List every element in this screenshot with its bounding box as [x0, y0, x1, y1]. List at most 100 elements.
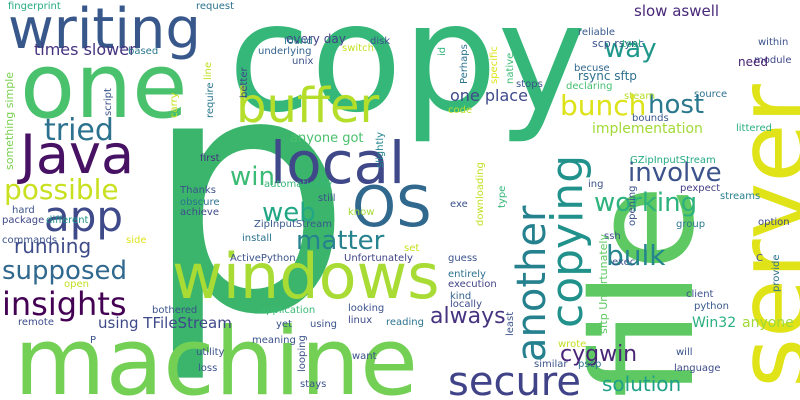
word-bounds: bounds [632, 113, 669, 124]
word-similar: similar [534, 359, 568, 370]
word-within: within [758, 37, 789, 48]
word-java: Java [20, 123, 135, 186]
word-ssh: ssh [604, 231, 621, 242]
word-know: know [348, 207, 375, 218]
word-c: C [756, 253, 763, 264]
word-littered: littered [736, 123, 772, 134]
word-looking: looking [348, 303, 385, 314]
word-unix: unix [292, 56, 314, 67]
word-machine: machine [14, 308, 418, 400]
word-exec: exec [612, 257, 636, 268]
word-web: web [262, 198, 316, 228]
word-win32: Win32 [692, 315, 737, 331]
word-underlying: underlying [258, 46, 312, 57]
word-opening: opening [627, 185, 638, 226]
word-pexpect: pexpect [680, 183, 721, 194]
word-one-place: one place [450, 86, 528, 105]
word-exe: exe [450, 199, 468, 210]
word-local: local [270, 129, 406, 197]
word-windows: windows [172, 240, 440, 313]
word-will: will [676, 347, 693, 358]
word-insights: insights [2, 285, 127, 323]
word-using-tfilestream: using TFileStream [98, 314, 232, 332]
word-unfortunately: Unfortunately [344, 253, 413, 264]
word-first: first [200, 153, 220, 164]
word-bothered: bothered [152, 305, 198, 316]
word-p-small: P [90, 335, 97, 346]
word-line: line [203, 61, 214, 80]
word-involve: involve [628, 158, 722, 188]
word-least: least [505, 311, 516, 336]
word-rsync-sftp: rsync sftp [578, 69, 637, 83]
word-always: always [430, 304, 506, 329]
word-using: using [310, 319, 338, 330]
word-code: code [448, 105, 473, 116]
word-perhaps: Perhaps [459, 44, 470, 84]
word-achieve: achieve [180, 207, 219, 218]
word-python: python [694, 301, 729, 312]
word-fingerprint: fingerprint [8, 1, 61, 12]
word-obscure: obscure [180, 197, 220, 208]
word-thanks: Thanks [180, 185, 216, 196]
word-times-slower: times slower [34, 40, 136, 59]
word-linux: linux [348, 315, 373, 326]
word-writing: writing [8, 0, 201, 62]
word-supposed: supposed [2, 256, 127, 286]
word-entirely: entirely [448, 269, 486, 280]
word-locally: locally [450, 299, 482, 310]
word-source: source [694, 89, 728, 100]
word-app: app [44, 192, 124, 241]
word-require: require [205, 82, 216, 118]
word-downloading: downloading [475, 162, 486, 226]
word-automatically: automatically [264, 179, 333, 190]
word-disk: disk [370, 36, 391, 47]
word-reliable: reliable [578, 27, 616, 38]
word-utility: utility [196, 347, 225, 358]
word-set: set [404, 243, 420, 254]
word-id: id [437, 46, 448, 56]
word-better: better [239, 67, 250, 98]
word-stays: stays [300, 379, 327, 390]
word-guess: guess [448, 253, 478, 264]
word-pscp: pscp [578, 359, 602, 370]
word-loss: loss [198, 363, 218, 374]
word-still: still [318, 193, 336, 204]
word-different: different [46, 215, 89, 226]
word-streams: streams [720, 191, 761, 202]
word-tried: tried [44, 113, 114, 148]
word-p: p [143, 3, 353, 387]
word-implementation: implementation [592, 121, 703, 137]
word-another: another [509, 205, 555, 362]
word-language: language [674, 363, 721, 374]
word-module: module [754, 55, 792, 66]
word-steam: steam [624, 91, 656, 102]
word-want: want [352, 351, 377, 362]
word-win: win [230, 162, 275, 192]
word-found: found [284, 36, 313, 47]
word-commands: commands [2, 235, 58, 246]
word-type: type [497, 185, 508, 208]
word-need: need [738, 55, 768, 69]
word-possible: possible [4, 173, 119, 206]
word-anyone-got: anyone got [290, 131, 364, 146]
word-working: working [594, 188, 698, 218]
word-bunch: bunch [560, 89, 647, 122]
word-reading: reading [386, 317, 424, 328]
word-package: package [2, 215, 45, 226]
word-becuse: becuse [574, 63, 610, 74]
word-way: way [604, 34, 657, 64]
word-specific: specific [489, 46, 500, 84]
word-scp-rsync: scp rsync [592, 37, 645, 50]
word-option: option [758, 217, 790, 228]
word-running: running [14, 234, 92, 258]
word-execution: execution [448, 279, 497, 290]
word-one: one [20, 34, 188, 139]
word-application: application [260, 305, 316, 316]
word-zipinputstream: ZipInputStream [254, 219, 333, 230]
word-provide: provide [771, 254, 782, 292]
word-slow-aswell: slow aswell [634, 2, 720, 20]
word-script: script [103, 88, 114, 116]
word-matter: matter [296, 226, 385, 256]
word-secure: secure [448, 359, 581, 400]
